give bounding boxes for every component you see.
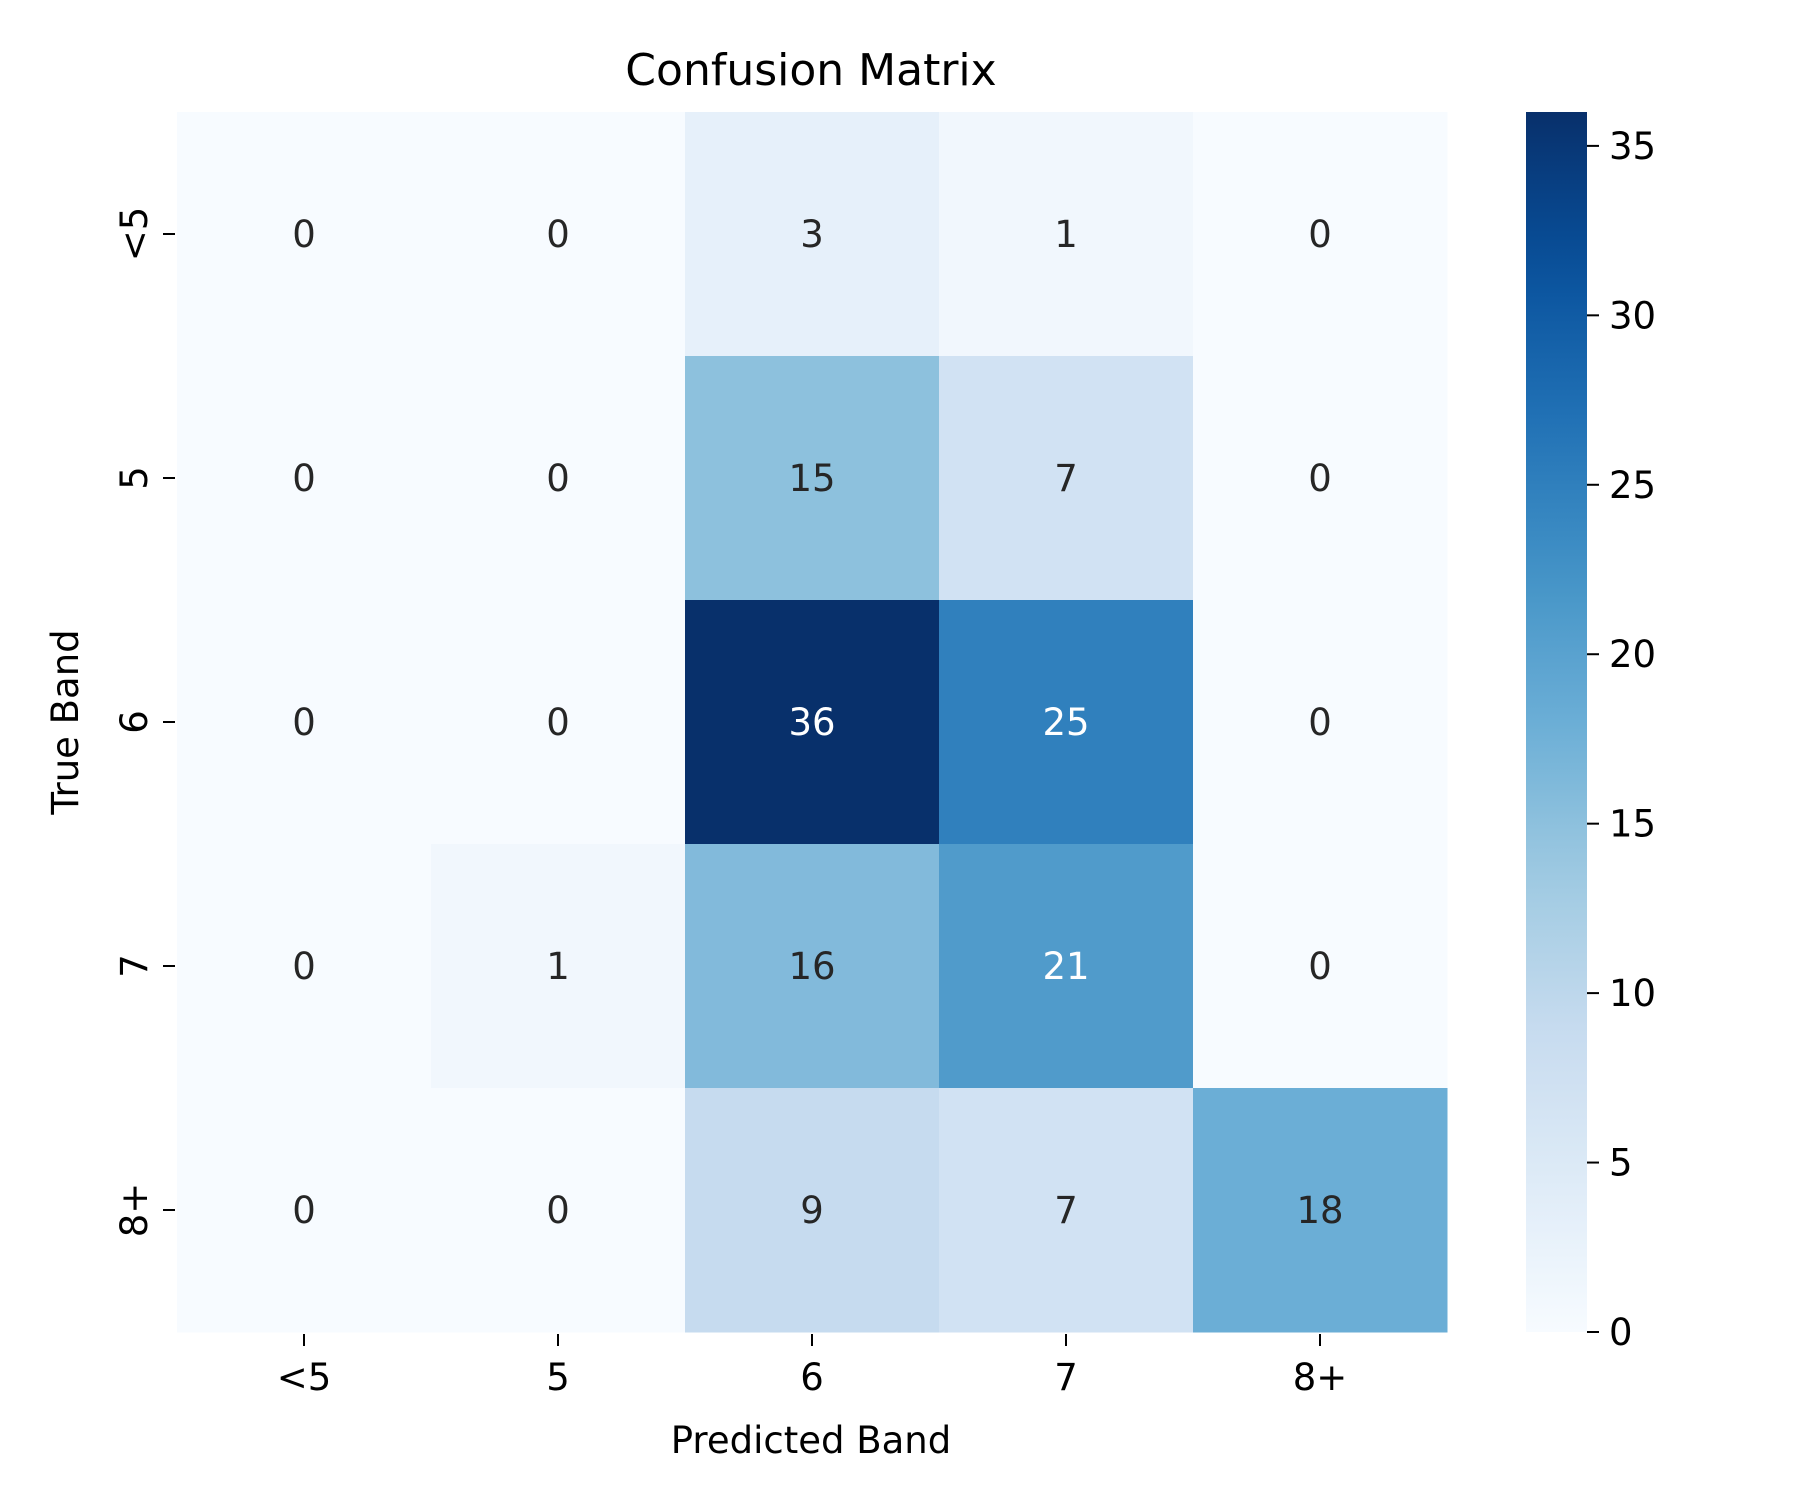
colorbar-tick-label: 0: [1609, 1311, 1633, 1354]
cell-value-label: 0: [292, 945, 316, 988]
colorbar: [1526, 112, 1587, 1332]
heatmap-cell-r1-c3: [939, 356, 1194, 601]
heatmap-cells: [177, 112, 1448, 1333]
heatmap-cell-r3-c2: [685, 844, 940, 1089]
heatmap-cell-r4-c1: [431, 1088, 686, 1333]
heatmap-cell-r2-c4: [1193, 600, 1448, 845]
cell-value-label: 0: [1308, 213, 1332, 256]
heatmap-cell-r2-c3: [939, 600, 1194, 845]
y-tick-label: 6: [113, 710, 156, 734]
colorbar-tick-label: 15: [1609, 803, 1656, 846]
colorbar-tick-label: 20: [1609, 633, 1656, 676]
cell-value-label: 36: [788, 701, 835, 744]
cell-value-label: 0: [546, 701, 570, 744]
cell-value-label: 16: [788, 945, 835, 988]
y-tick-label: <5: [113, 207, 156, 262]
cell-value-label: 0: [1308, 701, 1332, 744]
colorbar-tick-label: 5: [1609, 1142, 1633, 1185]
cell-value-label: 0: [292, 213, 316, 256]
y-tick-label: 5: [113, 466, 156, 490]
cell-value-label: 9: [800, 1189, 824, 1232]
heatmap-cell-r1-c4: [1193, 356, 1448, 601]
heatmap-cell-r0-c1: [431, 112, 686, 357]
cell-value-label: 7: [1054, 1189, 1078, 1232]
heatmap-cell-r2-c2: [685, 600, 940, 845]
cell-value-label: 15: [788, 457, 835, 500]
cell-value-label: 18: [1296, 1189, 1343, 1232]
x-axis-label: Predicted Band: [671, 1419, 951, 1462]
heatmap-cell-r1-c1: [431, 356, 686, 601]
cell-value-label: 0: [1308, 945, 1332, 988]
cell-value-label: 0: [292, 457, 316, 500]
colorbar-tick-label: 30: [1609, 294, 1656, 337]
cell-value-label: 3: [800, 213, 824, 256]
x-tick-label: 7: [1054, 1356, 1078, 1399]
colorbar-tick-label: 25: [1609, 464, 1656, 507]
heatmap-cell-r3-c0: [177, 844, 432, 1089]
heatmap-cell-r4-c3: [939, 1088, 1194, 1333]
y-axis-label: True Band: [44, 629, 87, 815]
heatmap-cell-r3-c1: [431, 844, 686, 1089]
heatmap-cell-r0-c2: [685, 112, 940, 357]
heatmap-cell-r3-c4: [1193, 844, 1448, 1089]
cell-value-label: 0: [292, 1189, 316, 1232]
heatmap-cell-r2-c1: [431, 600, 686, 845]
cell-value-label: 0: [1308, 457, 1332, 500]
cell-value-label: 1: [1054, 213, 1078, 256]
x-tick-label: 8+: [1293, 1356, 1348, 1399]
heatmap-cell-r4-c0: [177, 1088, 432, 1333]
cell-value-label: 0: [546, 213, 570, 256]
x-tick-label: <5: [277, 1356, 332, 1399]
heatmap-cell-r0-c3: [939, 112, 1194, 357]
heatmap-cell-r1-c2: [685, 356, 940, 601]
x-tick-label: 5: [546, 1356, 570, 1399]
cell-value-label: 1: [546, 945, 570, 988]
cell-value-label: 21: [1042, 945, 1089, 988]
x-tick-label: 6: [800, 1356, 824, 1399]
heatmap-cell-r0-c4: [1193, 112, 1448, 357]
x-axis: <5 5 6 7 8+: [277, 1334, 1348, 1399]
heatmap-cell-r2-c0: [177, 600, 432, 845]
cell-value-label: 25: [1042, 701, 1089, 744]
heatmap-cell-r4-c4: [1193, 1088, 1448, 1333]
heatmap-cell-r4-c2: [685, 1088, 940, 1333]
colorbar-ticks: 0 5 10 15 20 25 30 35: [1587, 125, 1656, 1354]
y-axis: <5 5 6 7 8+: [113, 207, 175, 1238]
y-tick-label: 7: [113, 954, 156, 978]
colorbar-tick-label: 10: [1609, 972, 1656, 1015]
cell-value-label: 0: [546, 1189, 570, 1232]
colorbar-tick-label: 35: [1609, 125, 1656, 168]
cell-value-label: 0: [546, 457, 570, 500]
cell-value-label: 7: [1054, 457, 1078, 500]
y-tick-label: 8+: [113, 1183, 156, 1238]
heatmap-cell-r3-c3: [939, 844, 1194, 1089]
heatmap-cell-r0-c0: [177, 112, 432, 357]
heatmap-cell-r1-c0: [177, 356, 432, 601]
heatmap-cell-labels: 0 0 3 1 0 0 0 15 7 0 0 0 36 25 0 0 1 16 21 0 0 0 9 7 18: [292, 213, 1343, 1232]
cell-value-label: 0: [292, 701, 316, 744]
chart-title: Confusion Matrix: [625, 45, 996, 96]
